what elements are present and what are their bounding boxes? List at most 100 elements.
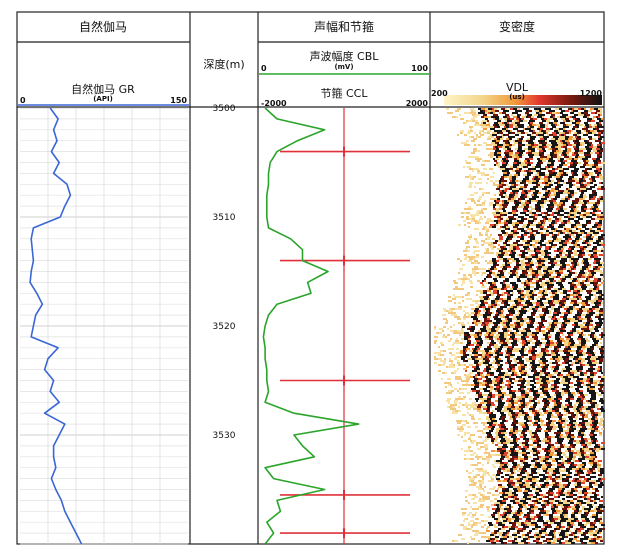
- vdl-cell: [505, 300, 508, 302]
- vdl-cell: [575, 358, 578, 360]
- vdl-cell: [535, 110, 539, 112]
- vdl-cell: [496, 136, 499, 138]
- vdl-cell: [537, 246, 539, 248]
- vdl-cell: [483, 408, 487, 410]
- vdl-cell: [575, 120, 578, 122]
- vdl-cell: [569, 184, 573, 186]
- vdl-cell: [558, 402, 562, 404]
- vdl-cell: [578, 288, 582, 290]
- vdl-cell: [465, 346, 468, 348]
- vdl-cell: [597, 216, 600, 218]
- vdl-cell: [581, 340, 584, 342]
- vdl-cell: [584, 208, 587, 210]
- vdl-cell: [520, 320, 524, 322]
- vdl-cell: [529, 114, 532, 116]
- vdl-cell: [493, 290, 497, 292]
- vdl-cell: [591, 328, 594, 330]
- vdl-cell: [530, 138, 533, 140]
- vdl-cell: [552, 148, 555, 150]
- vdl-cell: [556, 282, 558, 284]
- vdl-cell: [485, 126, 489, 128]
- vdl-cell: [494, 130, 498, 132]
- vdl-cell: [551, 416, 555, 418]
- vdl-cell: [527, 250, 530, 252]
- vdl-cell: [567, 192, 570, 194]
- vdl-cell: [576, 294, 578, 296]
- vdl-cell: [600, 298, 604, 300]
- vdl-cell: [582, 358, 585, 360]
- vdl-cell: [601, 302, 603, 304]
- vdl-cell: [469, 358, 472, 360]
- vdl-cell: [601, 406, 603, 408]
- vdl-cell: [505, 372, 508, 374]
- vdl-cell: [573, 408, 576, 410]
- vdl-cell: [518, 216, 520, 218]
- vdl-cell: [548, 380, 552, 382]
- vdl-cell: [563, 154, 567, 156]
- vdl-cell: [601, 142, 605, 144]
- vdl-cell: [481, 122, 483, 124]
- vdl-cell: [469, 364, 473, 366]
- vdl-cell: [566, 410, 570, 412]
- vdl-cell: [578, 320, 582, 322]
- vdl-cell: [574, 288, 576, 290]
- vdl-cell: [551, 354, 553, 356]
- vdl-cell: [587, 402, 590, 404]
- vdl-cell: [503, 142, 505, 144]
- vdl-cell: [554, 130, 558, 132]
- vdl-cell: [571, 224, 573, 226]
- vdl-cell: [554, 300, 556, 302]
- vdl-cell: [480, 342, 483, 344]
- vdl-cell: [497, 288, 501, 290]
- vdl-cell: [525, 192, 528, 194]
- vdl-cell: [544, 312, 546, 314]
- vdl-cell: [511, 410, 513, 412]
- vdl-cell: [591, 356, 594, 358]
- vdl-cell: [540, 298, 542, 300]
- vdl-cell: [489, 286, 491, 288]
- vdl-cell: [541, 260, 545, 262]
- vdl-cell: [504, 122, 507, 124]
- vdl-cell: [475, 120, 478, 122]
- vdl-cell: [532, 244, 535, 246]
- vdl-cell: [501, 182, 504, 184]
- vdl-cell: [478, 114, 480, 116]
- vdl-cell: [584, 248, 586, 250]
- vdl-cell: [557, 302, 559, 304]
- vdl-cell: [560, 260, 563, 262]
- vdl-cell: [490, 308, 492, 310]
- vdl-cell: [487, 336, 489, 338]
- vdl-cell: [509, 392, 512, 394]
- vdl-cell: [513, 218, 516, 220]
- vdl-cell: [586, 380, 589, 382]
- vdl-cell: [597, 160, 601, 162]
- vdl-cell: [498, 244, 500, 246]
- vdl-cell: [575, 198, 579, 200]
- vdl-cell: [541, 140, 545, 142]
- vdl-cell: [506, 220, 508, 222]
- vdl-cell: [579, 318, 583, 320]
- vdl-cell: [555, 138, 558, 140]
- vdl-cell: [590, 130, 594, 132]
- vdl-cell: [549, 232, 551, 234]
- vdl-cell: [512, 210, 516, 212]
- vdl-cell: [494, 132, 497, 134]
- vdl-cell: [512, 186, 516, 188]
- vdl-cell: [534, 194, 537, 196]
- vdl-cell: [485, 228, 489, 230]
- vdl-cell: [465, 160, 467, 162]
- vdl-cell: [521, 396, 525, 398]
- vdl-cell: [538, 262, 541, 264]
- vdl-cell: [545, 364, 547, 366]
- vdl-cell: [476, 364, 479, 366]
- vdl-cell: [498, 220, 501, 222]
- vdl-cell: [544, 200, 546, 202]
- vdl-cell: [589, 348, 591, 350]
- vdl-cell: [555, 352, 558, 354]
- vdl-cell: [531, 194, 534, 196]
- vdl-cell: [521, 150, 525, 152]
- vdl-cell: [558, 210, 560, 212]
- vdl-cell: [545, 184, 549, 186]
- vdl-cell: [521, 218, 524, 220]
- vdl-cell: [488, 244, 492, 246]
